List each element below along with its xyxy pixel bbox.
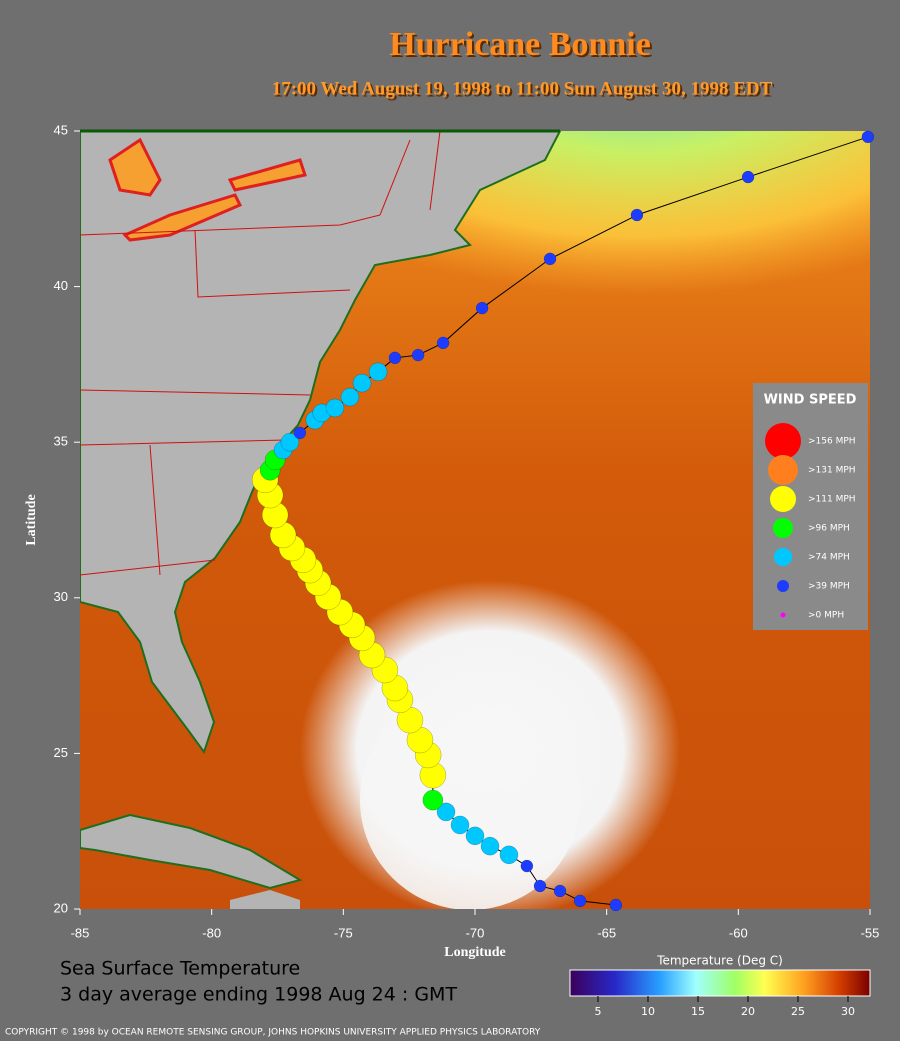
y-tick-label: 35	[54, 434, 68, 449]
caption-line: 3 day average ending 1998 Aug 24 : GMT	[60, 984, 457, 1006]
legend-label: >96 MPH	[808, 524, 850, 534]
great-lakes	[108, 137, 307, 242]
colorbar-title: Temperature (Deg C)	[656, 954, 783, 968]
track-point	[352, 373, 372, 393]
track-point	[609, 898, 623, 912]
y-tick-label: 20	[54, 900, 68, 915]
track-point	[630, 208, 644, 222]
track-point	[293, 426, 307, 440]
y-axis-label: Latitude	[24, 494, 39, 545]
legend-swatch	[773, 518, 793, 538]
legend-swatch	[780, 612, 786, 618]
legend-label: >131 MPH	[808, 466, 856, 476]
colorbar	[569, 969, 871, 997]
legend-swatch	[774, 548, 792, 566]
track-point	[861, 130, 875, 144]
colorbar-ticks: 5 10 15 20 25 30	[595, 996, 855, 1018]
hispaniola	[230, 890, 300, 909]
track-point	[499, 845, 519, 865]
track-point	[340, 387, 360, 407]
track-point	[533, 879, 547, 893]
colorbar-tick-label: 25	[791, 1005, 805, 1018]
legend-label: >111 MPH	[808, 495, 856, 505]
x-tick-label: -80	[202, 925, 221, 940]
track-point	[436, 802, 456, 822]
legend-swatch	[765, 423, 801, 459]
track-point	[280, 432, 300, 452]
track-point	[411, 348, 425, 362]
legend-title: WIND SPEED	[764, 393, 857, 408]
legend-swatch	[768, 455, 798, 485]
legend: >156 MPH >131 MPH >111 MPH >96 MPH >74 MPH >3…	[765, 423, 856, 621]
track-point	[573, 894, 587, 908]
axes: -85 -80 -75 -70 -65 -60 -55 20 25 30 35 40 45 Longitu…	[24, 122, 879, 960]
state-borders	[80, 131, 441, 576]
track-point	[543, 252, 557, 266]
legend-swatch	[777, 580, 789, 592]
x-tick-label: -70	[466, 925, 485, 940]
track-point	[465, 826, 485, 846]
copyright: COPYRIGHT © 1998 by OCEAN REMOTE SENSING…	[5, 1028, 541, 1038]
legend-label: >74 MPH	[808, 553, 850, 563]
track-point	[450, 815, 470, 835]
x-axis-label: Longitude	[444, 945, 505, 960]
colorbar-tick-label: 10	[641, 1005, 655, 1018]
legend-label: >156 MPH	[808, 437, 856, 447]
track-point	[436, 336, 450, 350]
colorbar-tick-label: 15	[691, 1005, 705, 1018]
track-point	[475, 301, 489, 315]
cloud-core	[360, 690, 580, 909]
cuba	[80, 813, 303, 890]
y-tick-label: 30	[54, 589, 68, 604]
legend-box	[753, 383, 868, 630]
track-point	[741, 170, 755, 184]
subtitle: 17:00 Wed August 19, 1998 to 11:00 Sun A…	[272, 78, 773, 99]
caption-line: Sea Surface Temperature	[60, 958, 300, 980]
x-tick-label: -55	[861, 925, 880, 940]
track	[251, 130, 875, 912]
title: Hurricane Bonnie	[389, 26, 651, 63]
legend-label: >39 MPH	[808, 582, 850, 592]
x-tick-label: -65	[597, 925, 616, 940]
subtitle-shadow: 17:00 Wed August 19, 1998 to 11:00 Sun A…	[274, 80, 775, 101]
x-tick-label: -75	[334, 925, 353, 940]
title-shadow: Hurricane Bonnie	[391, 28, 653, 65]
track-point	[553, 884, 567, 898]
legend-label: >0 MPH	[808, 611, 844, 621]
track-point	[422, 789, 444, 811]
colorbar-tick-label: 30	[841, 1005, 855, 1018]
track-point	[388, 351, 402, 365]
legend-swatch	[770, 486, 796, 512]
track-point	[480, 836, 500, 856]
x-tick-label: -60	[729, 925, 748, 940]
track-point	[520, 859, 534, 873]
y-tick-label: 45	[54, 122, 68, 137]
y-tick-label: 40	[54, 278, 68, 293]
y-tick-label: 25	[54, 745, 68, 760]
track-point	[325, 398, 345, 418]
colorbar-tick-label: 20	[741, 1005, 755, 1018]
x-tick-label: -85	[71, 925, 90, 940]
colorbar-tick-label: 5	[595, 1005, 602, 1018]
track-point	[368, 362, 388, 382]
